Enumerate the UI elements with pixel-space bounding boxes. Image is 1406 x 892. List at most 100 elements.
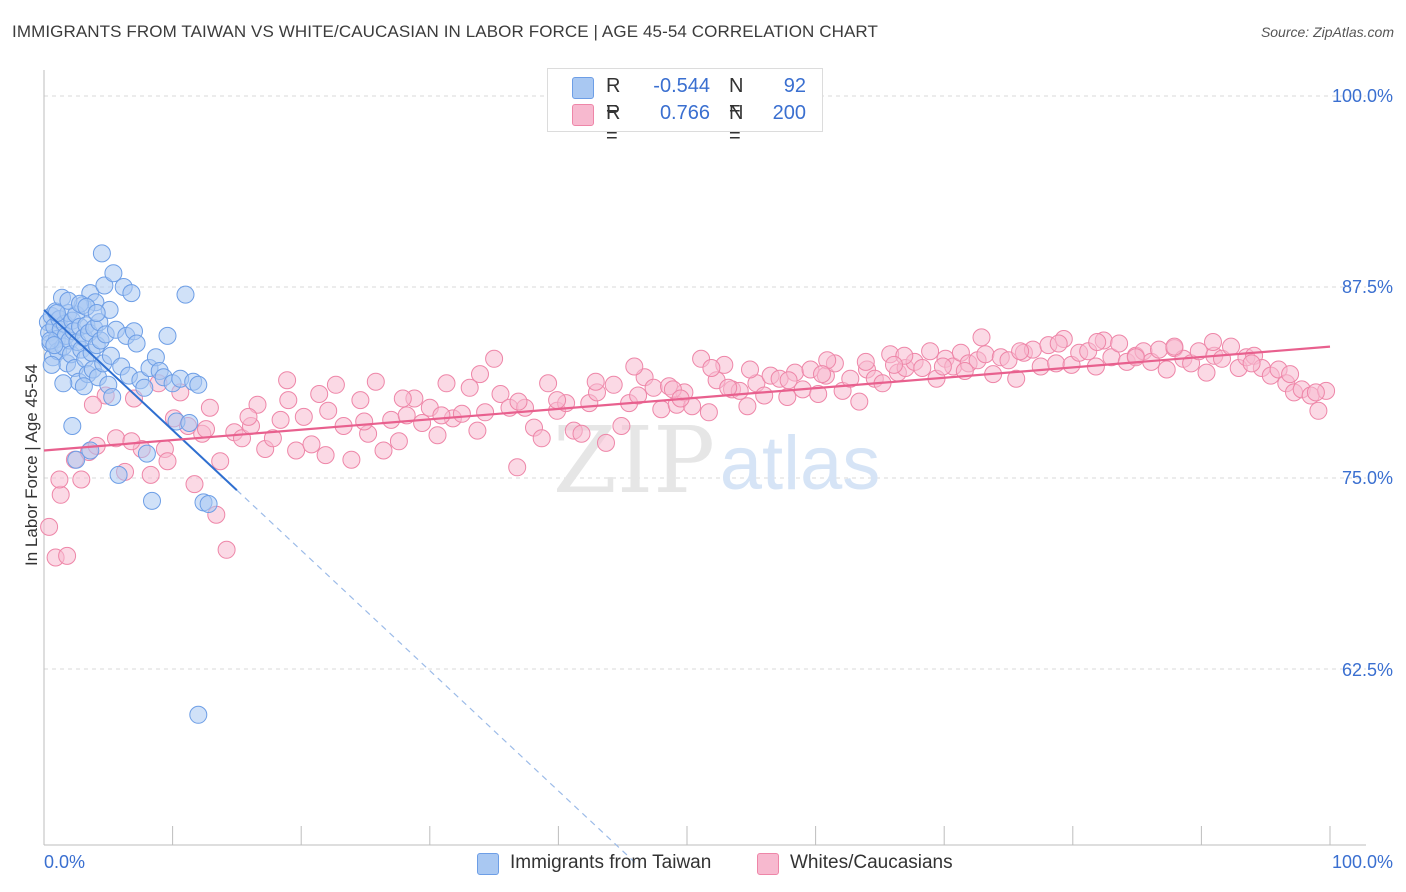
point-white (1157, 360, 1176, 379)
bottom-legend-label-white: Whites/Caucasians (790, 852, 953, 873)
point-white (239, 407, 258, 426)
point-white (913, 359, 932, 377)
point-white (217, 540, 236, 559)
point-taiwan (74, 377, 93, 396)
point-white (393, 389, 412, 408)
point-taiwan (137, 444, 156, 463)
point-white (539, 374, 558, 393)
point-white (158, 452, 177, 471)
y-tick-label-75: 75.0% (1341, 468, 1393, 488)
point-white (1197, 363, 1216, 382)
point-white (485, 349, 504, 368)
y-tick-label-87-5: 87.5% (1341, 277, 1393, 297)
point-white (702, 359, 721, 377)
point-white (452, 404, 471, 423)
point-white (185, 475, 204, 494)
point-white (50, 470, 69, 489)
point-taiwan (54, 374, 73, 393)
legend-r-label: R = (606, 102, 621, 147)
point-white (366, 372, 385, 391)
point-white (644, 378, 663, 397)
legend-swatch-white (572, 104, 594, 126)
point-white (572, 424, 591, 443)
point-white (885, 355, 903, 374)
point-taiwan (158, 326, 177, 345)
point-taiwan (81, 441, 100, 460)
point-white (279, 391, 298, 410)
point-taiwan (92, 244, 111, 263)
point-white (302, 435, 321, 454)
point-taiwan (63, 417, 82, 435)
point-white (509, 392, 528, 411)
point-taiwan (42, 355, 61, 374)
legend-swatch-taiwan (572, 77, 594, 99)
point-white (263, 429, 282, 448)
point-white (1049, 334, 1068, 353)
point-white (856, 352, 875, 371)
point-white (597, 433, 615, 452)
legend-n-value-taiwan: 92 (783, 75, 806, 97)
bottom-legend-label-taiwan: Immigrants from Taiwan (510, 852, 712, 873)
point-white (1309, 401, 1328, 420)
y-tick-label-62-5: 62.5% (1341, 660, 1393, 680)
point-white (432, 406, 451, 425)
watermark-atlas: atlas (720, 421, 881, 506)
point-white (326, 375, 345, 394)
point-white (612, 417, 631, 435)
legend-r-value-taiwan: -0.544 (653, 75, 710, 97)
point-white (809, 385, 828, 403)
point-white (437, 374, 456, 393)
point-white (652, 400, 671, 419)
point-white (779, 371, 798, 390)
point-white (1088, 333, 1107, 351)
point-white (629, 386, 648, 405)
point-white (972, 328, 991, 347)
point-white (460, 378, 479, 397)
point-white (755, 386, 774, 405)
point-taiwan (109, 465, 128, 484)
trend-layer (43, 309, 1331, 864)
legend-n-value-white: 200 (772, 102, 806, 124)
point-white (413, 414, 432, 432)
point-white (141, 465, 160, 484)
axis-layer (43, 70, 1366, 846)
point-white (1150, 340, 1168, 359)
point-white (508, 458, 527, 477)
point-taiwan (122, 284, 141, 303)
point-white (316, 446, 335, 465)
point-white (287, 441, 306, 460)
point-white (122, 432, 141, 451)
point-white (355, 412, 374, 431)
point-white (1007, 369, 1026, 388)
point-white (294, 407, 313, 426)
point-white (278, 371, 297, 390)
point-white (850, 392, 869, 411)
point-white (604, 375, 623, 394)
point-white (841, 369, 860, 388)
point-white (200, 398, 219, 417)
point-white (625, 357, 644, 376)
bottom-legend-taiwan: Immigrants from Taiwan (477, 851, 737, 877)
trend-line-taiwan (43, 309, 238, 491)
point-white (382, 410, 401, 429)
point-taiwan (135, 378, 154, 397)
point-white (468, 421, 487, 440)
point-taiwan (143, 491, 161, 510)
legend-n-label: N = (729, 75, 744, 120)
point-taiwan (87, 304, 106, 322)
legend-r-label: R = (606, 75, 621, 120)
grid-layer (44, 95, 1366, 670)
point-white (83, 395, 102, 414)
point-white (1204, 333, 1222, 351)
x-tick-label-max: 100.0% (1331, 852, 1393, 872)
point-white (532, 429, 551, 448)
point-white (1011, 342, 1030, 361)
point-white (319, 401, 338, 420)
point-white (933, 357, 952, 376)
correlation-legend: R = -0.544 N = 92 R = 0.766 N = 200 (547, 68, 823, 147)
point-white (476, 403, 495, 422)
point-white (741, 360, 759, 379)
point-white (1031, 357, 1050, 376)
point-white (58, 546, 77, 565)
